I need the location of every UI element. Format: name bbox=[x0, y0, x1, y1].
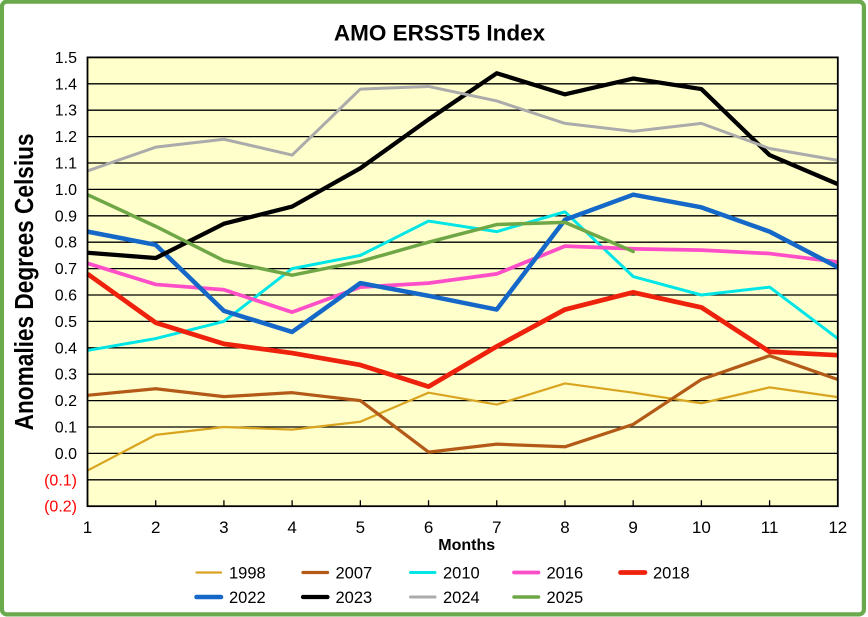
svg-text:1998: 1998 bbox=[229, 565, 266, 583]
svg-text:7: 7 bbox=[492, 518, 501, 537]
svg-text:11: 11 bbox=[761, 518, 779, 537]
svg-text:0.6: 0.6 bbox=[55, 288, 77, 305]
svg-text:6: 6 bbox=[424, 518, 433, 537]
svg-text:5: 5 bbox=[356, 518, 365, 537]
svg-text:0.4: 0.4 bbox=[55, 340, 77, 357]
svg-text:2007: 2007 bbox=[336, 565, 373, 583]
svg-text:(0.2): (0.2) bbox=[44, 499, 77, 516]
svg-text:8: 8 bbox=[560, 518, 569, 537]
svg-text:Anomalies Degrees Celsius: Anomalies Degrees Celsius bbox=[11, 133, 40, 430]
svg-text:0.7: 0.7 bbox=[55, 261, 77, 278]
svg-text:AMO ERSST5 Index: AMO ERSST5 Index bbox=[334, 20, 546, 45]
svg-text:9: 9 bbox=[628, 518, 637, 537]
svg-text:2023: 2023 bbox=[336, 589, 373, 607]
svg-text:0.5: 0.5 bbox=[55, 314, 77, 331]
svg-text:0.9: 0.9 bbox=[55, 208, 77, 225]
svg-text:Months: Months bbox=[438, 537, 495, 554]
svg-text:10: 10 bbox=[692, 518, 711, 537]
svg-text:1.4: 1.4 bbox=[55, 76, 77, 93]
svg-text:2025: 2025 bbox=[547, 589, 584, 607]
svg-text:1.1: 1.1 bbox=[55, 156, 77, 173]
svg-text:1: 1 bbox=[83, 518, 92, 537]
svg-text:2010: 2010 bbox=[443, 565, 480, 583]
svg-text:4: 4 bbox=[287, 518, 296, 537]
svg-text:0.0: 0.0 bbox=[55, 446, 77, 463]
svg-text:2024: 2024 bbox=[443, 589, 480, 607]
svg-text:1.0: 1.0 bbox=[55, 182, 77, 199]
svg-text:(0.1): (0.1) bbox=[44, 472, 77, 489]
svg-text:0.2: 0.2 bbox=[55, 393, 77, 410]
svg-text:2: 2 bbox=[151, 518, 160, 537]
svg-text:2022: 2022 bbox=[229, 589, 266, 607]
svg-text:0.8: 0.8 bbox=[55, 235, 77, 252]
svg-text:2016: 2016 bbox=[547, 565, 584, 583]
svg-text:2018: 2018 bbox=[653, 565, 690, 583]
svg-text:12: 12 bbox=[828, 518, 847, 537]
svg-text:1.5: 1.5 bbox=[55, 50, 77, 67]
svg-text:0.1: 0.1 bbox=[55, 420, 77, 437]
svg-text:0.3: 0.3 bbox=[55, 367, 77, 384]
svg-text:1.3: 1.3 bbox=[55, 103, 77, 120]
svg-text:1.2: 1.2 bbox=[55, 129, 77, 146]
svg-text:3: 3 bbox=[219, 518, 228, 537]
